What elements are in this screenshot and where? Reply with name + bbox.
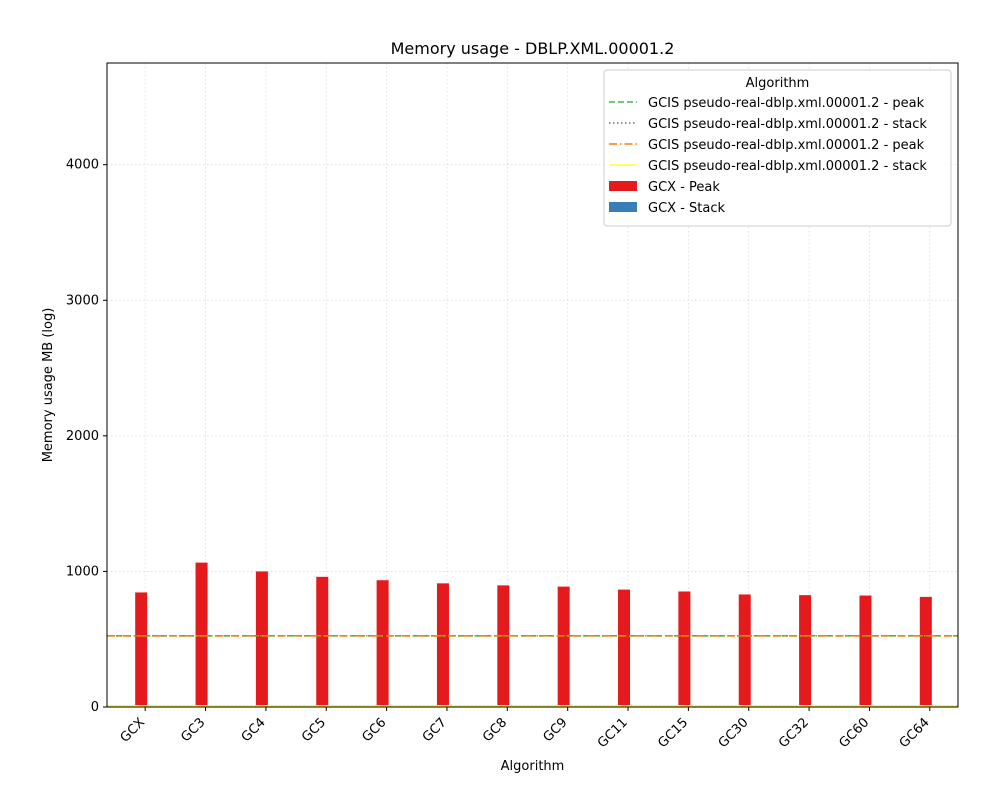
x-tick-label: GC60 xyxy=(836,715,872,751)
bar-peak-gc32 xyxy=(799,595,812,707)
x-tick-label: GC8 xyxy=(480,715,510,745)
y-tick-label: 4000 xyxy=(66,158,99,173)
legend-box xyxy=(603,69,952,227)
x-tick-label: GC4 xyxy=(239,715,269,745)
bar-peak-gc4 xyxy=(255,571,268,707)
bar-peak-gc15 xyxy=(678,591,691,707)
bar-peak-gc11 xyxy=(618,589,631,707)
y-tick-label: 1000 xyxy=(66,564,99,579)
bar-peak-gc9 xyxy=(557,586,570,707)
bar-peak-gcx xyxy=(135,592,148,707)
bar-peak-gc6 xyxy=(376,580,389,707)
plot-frame xyxy=(106,62,959,708)
x-axis: GCX GC3 GC4 GC5 GC6 GC7 GC8 GC9 GC11 GC15 GC30 GC32… xyxy=(118,707,933,751)
x-tick-label: GC6 xyxy=(359,715,389,745)
x-tick-label: GC64 xyxy=(897,715,933,751)
bar-peak-gc8 xyxy=(497,585,510,707)
legend-label: GCX - Peak xyxy=(648,180,720,195)
x-tick-label: GC7 xyxy=(420,715,450,745)
legend-title: Algorithm xyxy=(746,76,810,91)
y-tick-label: 0 xyxy=(91,700,99,715)
bar-peak-gc60 xyxy=(859,595,872,707)
x-tick-label: GC9 xyxy=(541,715,571,745)
x-tick-label: GC32 xyxy=(776,715,812,751)
x-tick-label: GC5 xyxy=(299,715,329,745)
legend-label: GCIS pseudo-real-dblp.xml.00001.2 - peak xyxy=(648,96,925,111)
x-tick-label: GC3 xyxy=(178,715,208,745)
chart-title: Memory usage - DBLP.XML.00001.2 xyxy=(391,39,675,58)
bar-peak-gc3 xyxy=(195,562,208,707)
legend-swatch-bar-5 xyxy=(609,202,637,212)
y-tick-label: 3000 xyxy=(66,293,99,308)
legend-label: GCX - Stack xyxy=(648,201,725,216)
y-axis-label: Memory usage MB (log) xyxy=(41,308,56,463)
legend: Algorithm GCIS pseudo-real-dblp.xml.00001… xyxy=(603,69,952,227)
x-axis-label: Algorithm xyxy=(501,759,565,774)
legend-swatch-bar-4 xyxy=(609,181,637,191)
y-tick-label: 2000 xyxy=(66,429,99,444)
x-tick-label: GCX xyxy=(118,715,149,746)
bar-peak-gc7 xyxy=(436,583,449,707)
x-tick-label: GC30 xyxy=(716,715,752,751)
legend-label: GCIS pseudo-real-dblp.xml.00001.2 - stac… xyxy=(648,117,927,132)
legend-label: GCIS pseudo-real-dblp.xml.00001.2 - peak xyxy=(648,138,925,153)
x-tick-label: GC11 xyxy=(595,715,631,751)
bars xyxy=(135,562,944,707)
x-tick-label: GC15 xyxy=(655,715,691,751)
bar-peak-gc5 xyxy=(316,576,329,707)
legend-label: GCIS pseudo-real-dblp.xml.00001.2 - stac… xyxy=(648,159,927,174)
bar-peak-gc64 xyxy=(919,596,932,707)
bar-peak-gc30 xyxy=(738,594,751,707)
reference-lines xyxy=(107,635,958,707)
y-axis: 0 1000 2000 3000 4000 xyxy=(66,158,107,715)
